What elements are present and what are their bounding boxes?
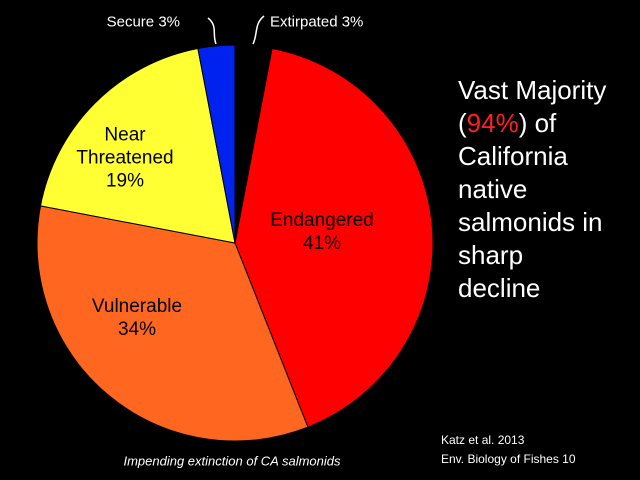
note-text: Vast Majority ( bbox=[458, 75, 607, 138]
value-label: 3% bbox=[341, 13, 364, 31]
pie-slice bbox=[234, 47, 434, 428]
value-label: 41% bbox=[302, 233, 342, 254]
pie-slice bbox=[36, 205, 309, 442]
pie-slice bbox=[39, 47, 236, 244]
category-label: Near Threatened bbox=[76, 124, 174, 169]
slice-label: Near Threatened 19% bbox=[65, 124, 185, 193]
side-note: Vast Majority (94%) of California native… bbox=[458, 74, 608, 305]
citation: Katz et al. 2013 Env. Biology of Fishes … bbox=[441, 431, 576, 469]
slice-label: Vulnerable 34% bbox=[77, 295, 197, 341]
category-label: Extirpated bbox=[270, 13, 338, 31]
citation-line: Katz et al. 2013 bbox=[441, 433, 525, 447]
slice-label: Endangered 41% bbox=[262, 209, 382, 255]
category-label: Secure bbox=[106, 13, 155, 31]
note-text: ) of California native salmonids in shar… bbox=[458, 108, 603, 303]
category-label: Vulnerable bbox=[91, 296, 183, 317]
value-label: 3% bbox=[158, 13, 180, 31]
slice-label: Secure 3% bbox=[107, 14, 180, 31]
citation-line: Env. Biology of Fishes 10 bbox=[441, 452, 576, 466]
pie-slice bbox=[197, 44, 236, 244]
leader-line bbox=[252, 15, 265, 45]
note-highlight: 94% bbox=[466, 108, 519, 138]
value-label: 19% bbox=[105, 170, 145, 192]
value-label: 34% bbox=[117, 319, 157, 340]
category-label: Endangered bbox=[270, 210, 374, 231]
slice-label: Extirpated 3% bbox=[270, 14, 363, 31]
leader-line bbox=[207, 17, 217, 45]
caption: Impending extinction of CA salmonids bbox=[123, 453, 341, 469]
